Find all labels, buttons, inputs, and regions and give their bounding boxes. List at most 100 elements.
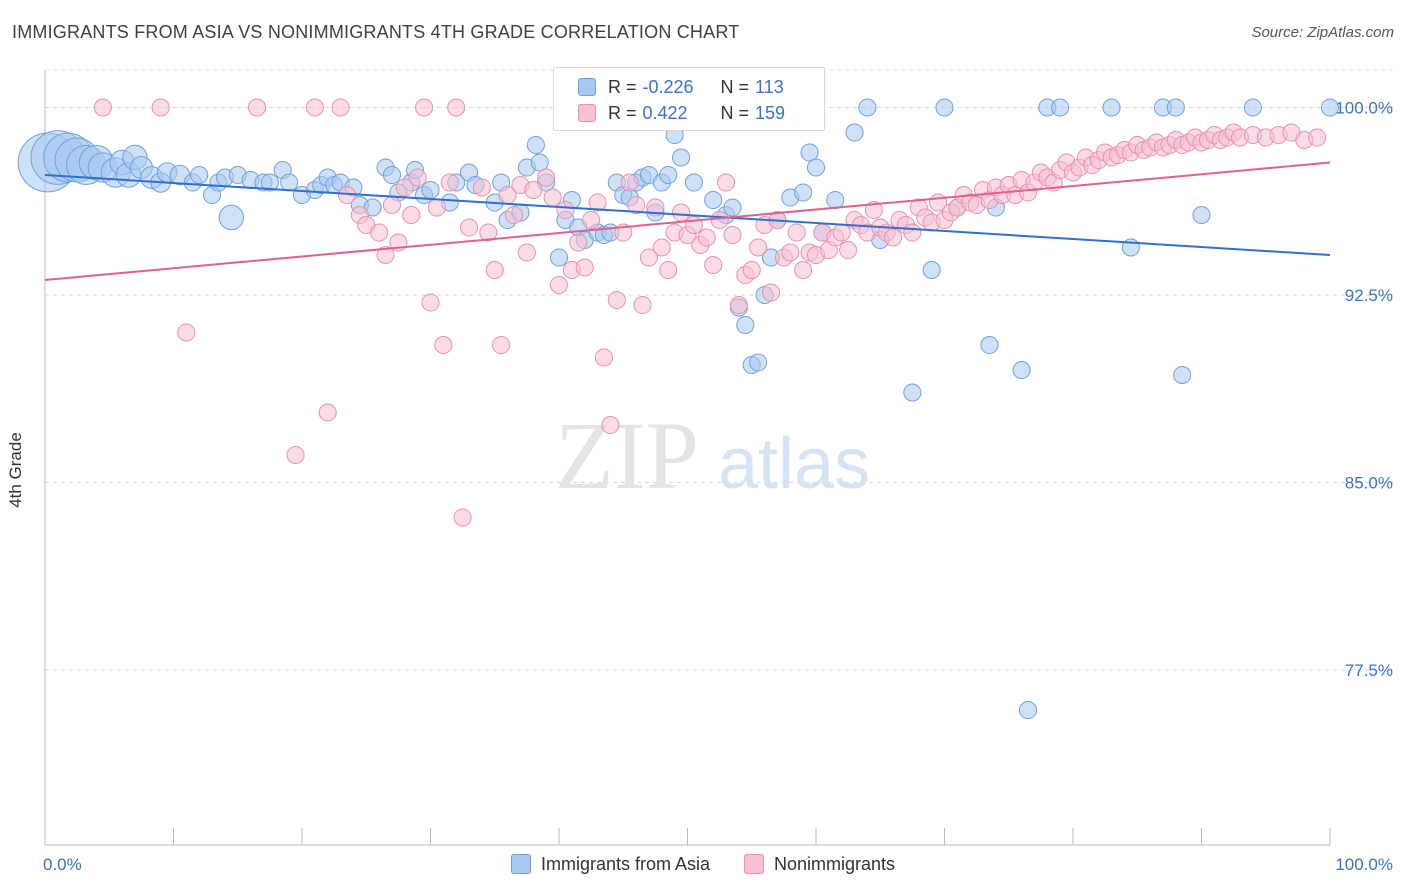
data-point bbox=[588, 193, 607, 212]
data-point bbox=[1243, 98, 1262, 117]
data-point bbox=[627, 195, 646, 215]
legend-item-immigrants[interactable]: Immigrants from Asia bbox=[510, 853, 710, 875]
data-point bbox=[903, 223, 922, 242]
data-point bbox=[980, 335, 999, 355]
legend-item-nonimmigrants[interactable]: Nonimmigrants bbox=[744, 854, 895, 875]
data-point bbox=[517, 243, 536, 262]
n-value: 113 bbox=[755, 76, 784, 97]
stats-legend: R = -0.226 N = 113 R = 0.422 N = 159 bbox=[553, 67, 825, 131]
y-tick-label: 92.5% bbox=[1345, 286, 1393, 305]
data-point bbox=[781, 243, 800, 262]
data-point bbox=[884, 228, 903, 247]
axes bbox=[44, 70, 1331, 846]
source-label: Source: ZipAtlas.com bbox=[1251, 24, 1394, 41]
legend-label-immigrants: Immigrants from Asia bbox=[540, 853, 710, 874]
data-point bbox=[286, 445, 305, 465]
data-point bbox=[190, 165, 209, 185]
data-point bbox=[218, 204, 245, 231]
data-point bbox=[806, 158, 826, 177]
y-tick-label: 100.0% bbox=[1335, 99, 1393, 118]
data-point bbox=[526, 135, 545, 155]
data-point bbox=[524, 180, 543, 200]
data-point bbox=[723, 225, 742, 245]
immigrants-swatch bbox=[578, 78, 596, 96]
data-point bbox=[479, 223, 498, 242]
watermark: ZIP atlas bbox=[555, 402, 870, 509]
data-point bbox=[1102, 98, 1121, 117]
watermark-atlas: atlas bbox=[718, 424, 870, 504]
data-point bbox=[537, 168, 556, 187]
data-point bbox=[421, 293, 440, 312]
data-point bbox=[485, 260, 504, 280]
data-point bbox=[402, 205, 421, 225]
data-point bbox=[659, 260, 678, 280]
data-point bbox=[717, 173, 736, 192]
data-point bbox=[749, 238, 768, 257]
data-point bbox=[832, 223, 851, 242]
nonimmigrants-legend-swatch bbox=[744, 854, 764, 874]
data-point bbox=[607, 290, 626, 310]
data-point bbox=[151, 98, 170, 117]
y-tick-label: 85.0% bbox=[1345, 474, 1393, 493]
data-point bbox=[247, 98, 267, 117]
data-point bbox=[440, 173, 459, 192]
data-point bbox=[1308, 128, 1327, 147]
tick-labels: 100.0% 92.5% 85.0% 77.5% 0.0% 100.0% bbox=[43, 99, 1393, 875]
data-point bbox=[903, 383, 922, 402]
data-point bbox=[845, 123, 864, 142]
data-point bbox=[549, 248, 569, 267]
series-nonimmigrants-points bbox=[93, 98, 1327, 527]
data-point bbox=[549, 275, 569, 295]
y-tick-label: 77.5% bbox=[1345, 661, 1393, 680]
nonimmigrants-swatch bbox=[578, 104, 596, 122]
data-point bbox=[530, 153, 549, 172]
data-point bbox=[858, 98, 877, 117]
data-point bbox=[575, 258, 594, 277]
r-value: -0.226 bbox=[642, 76, 694, 97]
data-point bbox=[93, 98, 112, 117]
chart-title: IMMIGRANTS FROM ASIA VS NONIMMIGRANTS 4T… bbox=[12, 22, 740, 42]
trend-lines bbox=[44, 161, 1331, 281]
n-label: N = bbox=[720, 102, 750, 123]
data-point bbox=[492, 335, 511, 355]
data-point bbox=[922, 260, 941, 280]
data-point bbox=[794, 260, 813, 280]
data-point bbox=[729, 295, 748, 315]
data-point bbox=[460, 218, 479, 237]
grid-lines bbox=[45, 69, 1395, 671]
data-point bbox=[672, 148, 691, 167]
data-point bbox=[594, 348, 614, 367]
data-point bbox=[331, 98, 350, 117]
data-point bbox=[421, 180, 440, 200]
data-point bbox=[305, 98, 324, 117]
stats-row-immigrants: R = -0.226 N = 113 bbox=[578, 74, 784, 100]
data-point bbox=[935, 98, 954, 117]
data-point bbox=[177, 323, 196, 342]
n-value: 159 bbox=[755, 102, 786, 123]
n-label: N = bbox=[720, 76, 750, 97]
data-point bbox=[318, 403, 337, 422]
data-point bbox=[434, 335, 453, 355]
data-point bbox=[1173, 365, 1192, 385]
data-point bbox=[800, 143, 819, 162]
data-point bbox=[1166, 98, 1185, 117]
data-point bbox=[1192, 205, 1211, 225]
data-point bbox=[659, 165, 678, 185]
legend-label-nonimmigrants: Nonimmigrants bbox=[774, 853, 896, 874]
data-point bbox=[794, 183, 813, 202]
data-point bbox=[382, 195, 402, 215]
data-point bbox=[370, 223, 389, 242]
data-point bbox=[447, 98, 466, 117]
data-point bbox=[1051, 98, 1070, 117]
data-point bbox=[453, 508, 472, 527]
data-point bbox=[556, 200, 575, 220]
data-point bbox=[260, 173, 279, 192]
data-point bbox=[742, 260, 761, 280]
watermark-zip: ZIP bbox=[555, 402, 699, 509]
data-point bbox=[620, 173, 639, 192]
data-point bbox=[376, 245, 395, 265]
data-point bbox=[1012, 360, 1031, 380]
data-point bbox=[408, 168, 427, 187]
data-point bbox=[704, 190, 723, 210]
